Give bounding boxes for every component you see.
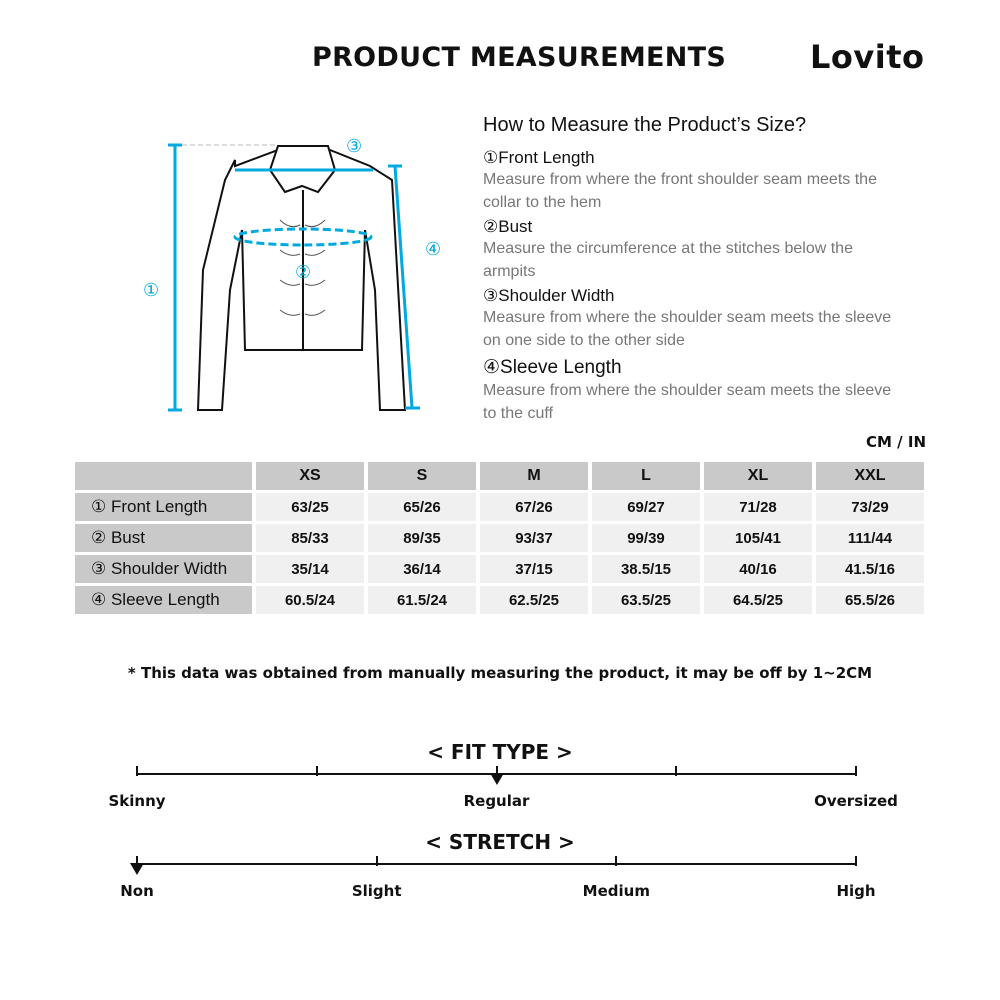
marker-2: ②: [295, 262, 311, 283]
guide-desc: Measure from where the shoulder seam mee…: [483, 382, 892, 422]
size-header: XXL: [816, 462, 924, 490]
table-row: ① Front Length 63/25 65/26 67/26 69/27 71/28 7…: [75, 493, 924, 521]
measurement-cell: 38.5/15: [592, 555, 700, 583]
measurement-cell: 63/25: [256, 493, 364, 521]
size-header: XL: [704, 462, 812, 490]
fit-indicator-icon: [489, 773, 504, 785]
guide-desc: Measure the circumference at the stitche…: [483, 240, 853, 280]
stretch-label: Medium: [582, 882, 650, 900]
units-label: CM / IN: [866, 433, 926, 451]
measurement-cell: 85/33: [256, 524, 364, 552]
row-label: ① Front Length: [75, 493, 252, 521]
measurement-cell: 40/16: [704, 555, 812, 583]
fit-label: Oversized: [814, 792, 898, 810]
guide-heading: ④Sleeve Length: [483, 357, 622, 378]
stretch-indicator-icon: [130, 863, 144, 875]
guide-desc: Measure from where the shoulder seam mee…: [483, 309, 892, 349]
measurement-cell: 41.5/16: [816, 555, 924, 583]
stretch-label: Non: [120, 882, 154, 900]
measurement-cell: 71/28: [704, 493, 812, 521]
measurement-cell: 61.5/24: [368, 586, 476, 614]
measurement-cell: 60.5/24: [256, 586, 364, 614]
guide-heading: ③Shoulder Width: [483, 286, 615, 305]
fit-tick: [315, 766, 318, 776]
measurement-cell: 99/39: [592, 524, 700, 552]
table-row: ② Bust 85/33 89/35 93/37 99/39 105/41 111/44: [75, 524, 924, 552]
brand-logo: Lovito: [810, 38, 925, 76]
guide-title: How to Measure the Product’s Size?: [483, 114, 807, 136]
guide-desc: Measure from where the front shoulder se…: [483, 171, 877, 211]
measurement-cell: 63.5/25: [592, 586, 700, 614]
table-header-row: XS S M L XL XXL: [75, 462, 924, 490]
measurement-cell: 36/14: [368, 555, 476, 583]
marker-1: ①: [143, 280, 159, 301]
fit-type-title: < FIT TYPE >: [427, 740, 573, 764]
size-header: XS: [256, 462, 364, 490]
stretch-label: Slight: [351, 882, 402, 900]
fit-label: Regular: [463, 792, 530, 810]
guide-item-bust: ②Bust Measure the circumference at the s…: [483, 217, 903, 283]
measurement-cell: 73/29: [816, 493, 924, 521]
size-header: M: [480, 462, 588, 490]
header-empty: [75, 462, 252, 490]
fit-label: Skinny: [108, 792, 166, 810]
measurement-cell: 65.5/26: [816, 586, 924, 614]
row-label: ② Bust: [75, 524, 252, 552]
stretch-title: < STRETCH >: [425, 830, 575, 854]
measurement-cell: 105/41: [704, 524, 812, 552]
size-header: L: [592, 462, 700, 490]
guide-item-front-length: ①Front Length Measure from where the fro…: [483, 148, 903, 214]
measurement-cell: 35/14: [256, 555, 364, 583]
fit-tick: [495, 766, 498, 776]
disclaimer-note: * This data was obtained from manually m…: [127, 664, 873, 682]
stretch-scale-line: [137, 863, 857, 865]
guide-heading: ①Front Length: [483, 148, 595, 167]
measurement-cell: 111/44: [816, 524, 924, 552]
stretch-label: High: [836, 882, 876, 900]
table-row: ③ Shoulder Width 35/14 36/14 37/15 38.5/15 40…: [75, 555, 924, 583]
size-header: S: [368, 462, 476, 490]
measurement-cell: 67/26: [480, 493, 588, 521]
fit-tick: [675, 766, 678, 776]
size-table: XS S M L XL XXL ① Front Length 63/25 65/26…: [71, 459, 928, 617]
stretch-tick: [615, 856, 618, 866]
stretch-tick: [855, 856, 857, 866]
measurement-cell: 89/35: [368, 524, 476, 552]
page-title: PRODUCT MEASUREMENTS: [312, 42, 727, 73]
row-label: ③ Shoulder Width: [75, 555, 252, 583]
measurement-cell: 65/26: [368, 493, 476, 521]
guide-item-sleeve: ④Sleeve Length Measure from where the sh…: [483, 356, 903, 425]
stretch-tick: [136, 856, 138, 866]
measurement-cell: 64.5/25: [704, 586, 812, 614]
guide-item-shoulder: ③Shoulder Width Measure from where the s…: [483, 286, 903, 352]
guide-heading: ②Bust: [483, 217, 533, 236]
measurement-cell: 37/15: [480, 555, 588, 583]
garment-diagram: ① ② ③ ④: [143, 136, 441, 412]
measurement-cell: 62.5/25: [480, 586, 588, 614]
fit-tick: [855, 766, 857, 776]
stretch-tick: [375, 856, 378, 866]
marker-3: ③: [346, 136, 362, 157]
measurement-cell: 93/37: [480, 524, 588, 552]
table-row: ④ Sleeve Length 60.5/24 61.5/24 62.5/25 63.5…: [75, 586, 924, 614]
measurement-cell: 69/27: [592, 493, 700, 521]
marker-4: ④: [425, 239, 441, 260]
fit-tick: [136, 766, 138, 776]
row-label: ④ Sleeve Length: [75, 586, 252, 614]
